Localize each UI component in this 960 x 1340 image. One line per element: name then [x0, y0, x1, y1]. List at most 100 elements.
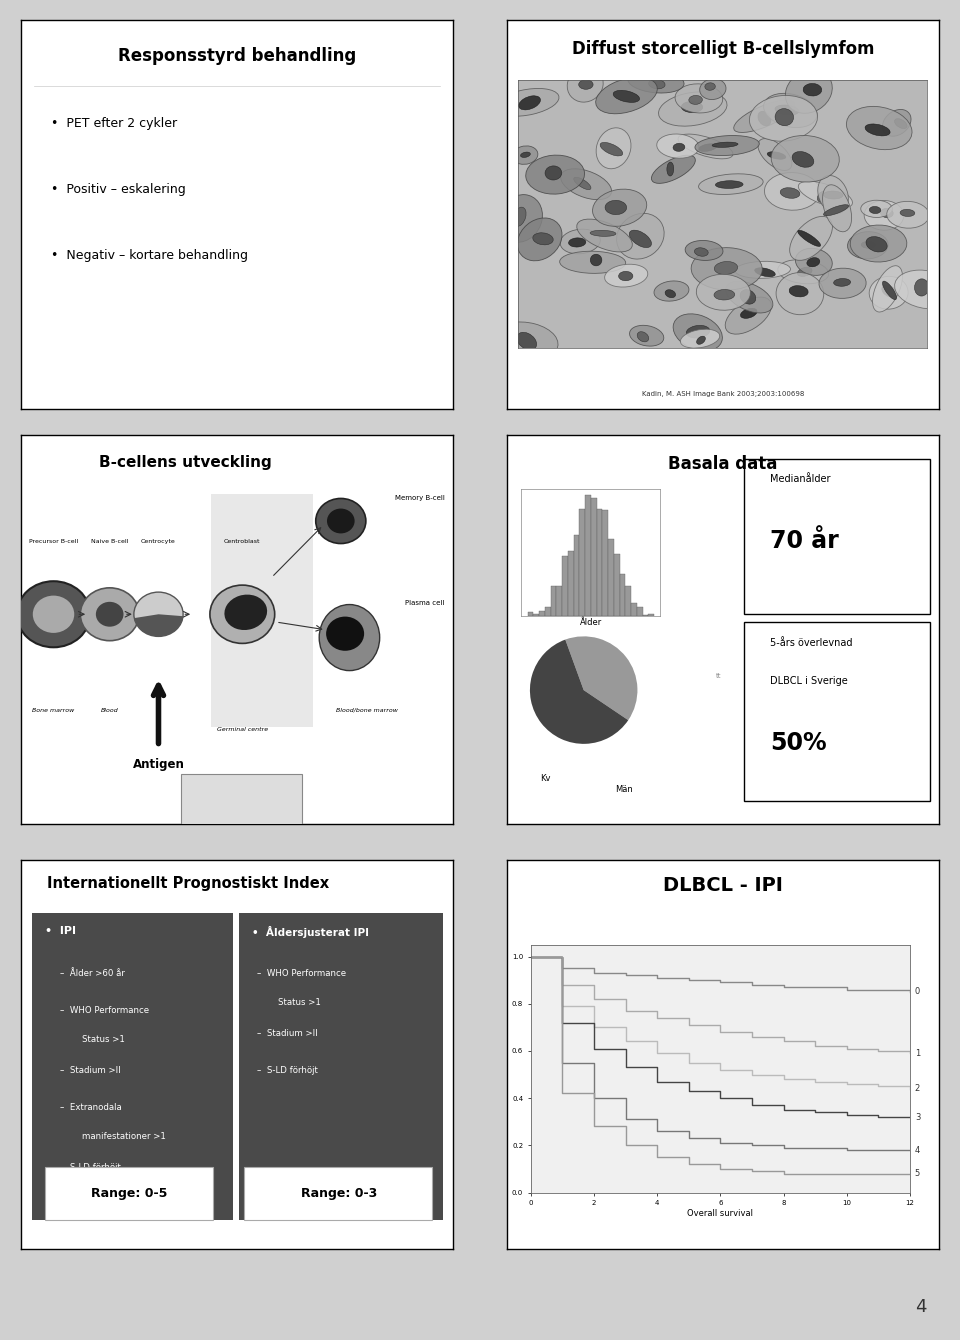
Ellipse shape	[518, 95, 540, 110]
Ellipse shape	[775, 105, 799, 115]
Ellipse shape	[848, 232, 888, 259]
Ellipse shape	[771, 135, 839, 182]
Text: 50%: 50%	[770, 730, 827, 754]
Ellipse shape	[725, 297, 772, 334]
Text: DLBCL - IPI: DLBCL - IPI	[663, 876, 782, 895]
Ellipse shape	[823, 185, 852, 232]
Text: 70 år: 70 år	[770, 529, 839, 553]
Ellipse shape	[799, 181, 852, 208]
Ellipse shape	[700, 79, 726, 99]
Text: Medianålder: Medianålder	[770, 474, 831, 484]
Ellipse shape	[776, 272, 824, 315]
Ellipse shape	[657, 134, 699, 158]
Text: 0: 0	[915, 988, 920, 997]
Bar	[574, 535, 580, 616]
Ellipse shape	[613, 90, 639, 102]
Wedge shape	[134, 614, 183, 636]
Text: 1: 1	[915, 1049, 920, 1057]
Circle shape	[16, 582, 90, 647]
Ellipse shape	[824, 192, 843, 198]
Text: –  Stadium >II: – Stadium >II	[256, 1029, 317, 1039]
Ellipse shape	[758, 111, 771, 126]
Ellipse shape	[740, 289, 756, 304]
Text: 3: 3	[915, 1112, 921, 1122]
Ellipse shape	[577, 220, 633, 252]
Ellipse shape	[792, 151, 814, 168]
Text: 5: 5	[915, 1170, 920, 1178]
Text: –  WHO Performance: – WHO Performance	[60, 1006, 149, 1014]
FancyBboxPatch shape	[32, 913, 233, 1219]
Text: Diffust storcelligt B-cellslymfom: Diffust storcelligt B-cellslymfom	[571, 40, 875, 58]
Bar	[596, 509, 602, 616]
Text: –  WHO Performance: – WHO Performance	[256, 969, 346, 978]
Text: Naive B-cell: Naive B-cell	[91, 539, 129, 544]
Ellipse shape	[517, 218, 562, 261]
Bar	[642, 615, 648, 616]
Ellipse shape	[695, 135, 759, 155]
Ellipse shape	[714, 261, 737, 275]
Ellipse shape	[637, 332, 649, 342]
Ellipse shape	[560, 229, 600, 253]
Ellipse shape	[513, 146, 538, 165]
Circle shape	[210, 586, 275, 643]
Ellipse shape	[628, 70, 684, 92]
Bar	[545, 607, 551, 616]
Ellipse shape	[785, 70, 832, 114]
Ellipse shape	[870, 206, 881, 213]
Ellipse shape	[560, 251, 626, 273]
Bar	[534, 614, 540, 616]
Ellipse shape	[596, 78, 658, 114]
Ellipse shape	[869, 276, 908, 310]
Ellipse shape	[775, 109, 794, 126]
Text: Blood/bone marrow: Blood/bone marrow	[336, 708, 397, 713]
Bar	[648, 614, 654, 616]
Ellipse shape	[592, 189, 647, 226]
X-axis label: Overall survival: Overall survival	[687, 1209, 754, 1218]
Ellipse shape	[798, 267, 812, 276]
Ellipse shape	[605, 201, 627, 214]
FancyBboxPatch shape	[45, 1167, 213, 1219]
Ellipse shape	[681, 330, 720, 348]
Text: Germinal centre: Germinal centre	[217, 726, 268, 732]
Text: Precursor B-cell: Precursor B-cell	[29, 539, 78, 544]
Ellipse shape	[696, 275, 751, 311]
Text: Plasma cell: Plasma cell	[405, 599, 444, 606]
Wedge shape	[565, 636, 637, 720]
Ellipse shape	[882, 285, 897, 297]
Ellipse shape	[691, 248, 762, 289]
Ellipse shape	[520, 151, 530, 157]
Circle shape	[316, 498, 366, 544]
Ellipse shape	[574, 177, 591, 189]
Ellipse shape	[818, 176, 849, 214]
Ellipse shape	[605, 264, 648, 287]
FancyBboxPatch shape	[745, 622, 930, 801]
Ellipse shape	[618, 272, 633, 281]
Text: 2: 2	[915, 1084, 920, 1093]
Ellipse shape	[778, 260, 828, 284]
Text: •  Åldersjusterat IPI: • Åldersjusterat IPI	[252, 926, 370, 938]
FancyBboxPatch shape	[211, 493, 313, 726]
Ellipse shape	[824, 205, 849, 216]
Ellipse shape	[882, 110, 911, 137]
Ellipse shape	[533, 233, 553, 245]
Text: 4: 4	[915, 1146, 920, 1155]
FancyBboxPatch shape	[180, 773, 301, 824]
Ellipse shape	[900, 209, 915, 217]
Ellipse shape	[798, 230, 821, 247]
Ellipse shape	[689, 95, 703, 105]
Ellipse shape	[630, 230, 652, 248]
Ellipse shape	[763, 94, 817, 127]
Text: Status >1: Status >1	[278, 998, 321, 1008]
Ellipse shape	[882, 281, 897, 300]
Ellipse shape	[516, 332, 537, 350]
Bar	[613, 553, 619, 616]
Wedge shape	[530, 639, 628, 744]
Text: DLBCL: DLBCL	[226, 793, 257, 804]
Ellipse shape	[659, 92, 727, 126]
Ellipse shape	[699, 174, 763, 194]
Ellipse shape	[596, 127, 631, 169]
Ellipse shape	[880, 209, 893, 217]
Ellipse shape	[796, 248, 832, 276]
Text: Memory B-cell: Memory B-cell	[395, 494, 444, 501]
Ellipse shape	[735, 261, 790, 279]
